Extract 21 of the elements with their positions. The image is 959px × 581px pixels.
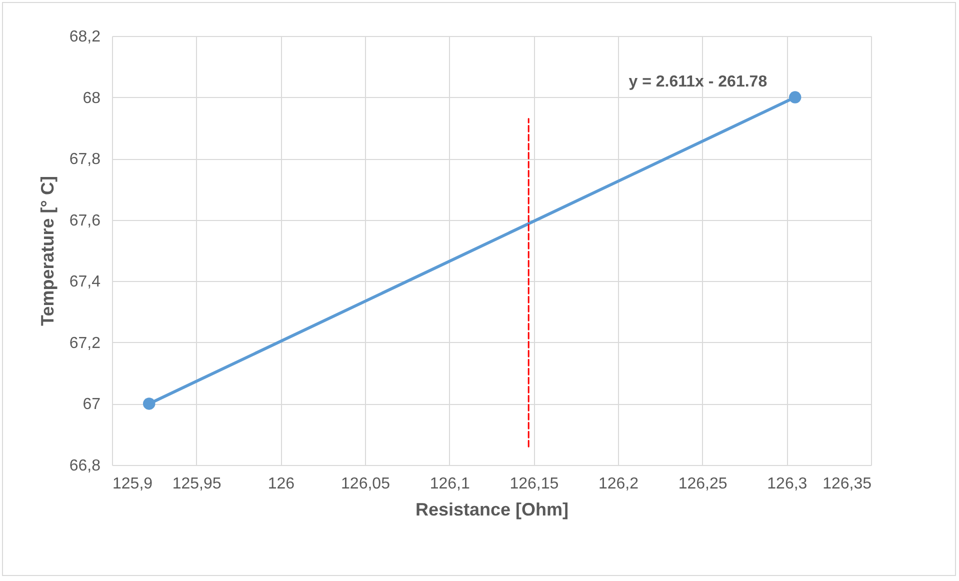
x-tick-label: 125,9 bbox=[112, 476, 153, 492]
x-tick-label: 126,15 bbox=[510, 476, 559, 492]
x-tick-label: 126 bbox=[268, 476, 295, 492]
y-tick-label: 66,8 bbox=[69, 458, 101, 474]
x-axis-title: Resistance [Ohm] bbox=[415, 500, 569, 520]
y-tick-label: 67,4 bbox=[69, 274, 101, 291]
x-tick-label: 126,35 bbox=[822, 476, 872, 492]
x-tick-label: 125,95 bbox=[172, 476, 222, 492]
annotation: y = 2.611x - 261.78 bbox=[628, 73, 768, 90]
x-tick-label: 126,3 bbox=[767, 476, 808, 492]
y-tick-label: 67,2 bbox=[69, 334, 101, 352]
y-tick-label: 67,8 bbox=[69, 151, 101, 168]
x-tick-label: 126,25 bbox=[678, 476, 728, 492]
y-axis-title: Temperature [° C] bbox=[37, 176, 58, 326]
x-tick-label: 126,05 bbox=[341, 476, 390, 492]
y-tick-label: 68,2 bbox=[69, 28, 101, 46]
y-tick-label: 67,6 bbox=[69, 212, 101, 230]
x-tick-label: 126,2 bbox=[598, 476, 639, 492]
y-tick-label: 67 bbox=[82, 396, 101, 414]
x-tick-label: 126,1 bbox=[430, 476, 470, 492]
y-tick-label: 68 bbox=[82, 90, 101, 107]
